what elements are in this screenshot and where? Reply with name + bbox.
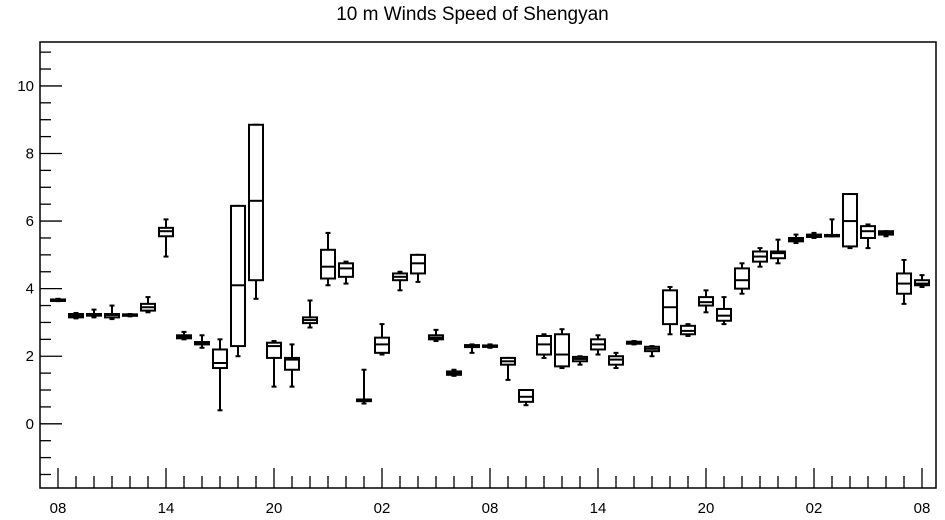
box-item [176, 330, 192, 341]
box-item [500, 356, 516, 381]
box-iqr [284, 356, 300, 371]
x-tick-label: 20 [698, 500, 715, 517]
y-tick-label: 8 [26, 146, 34, 163]
box-item [140, 296, 156, 314]
box-item [212, 338, 228, 412]
box-iqr [248, 123, 264, 282]
box-item [824, 218, 840, 238]
box-item [68, 311, 84, 320]
box-item [122, 312, 138, 318]
box-item [248, 123, 264, 300]
x-tick-label: 08 [914, 500, 931, 517]
box-iqr [770, 250, 786, 260]
box-item [626, 340, 642, 346]
box-item [644, 345, 660, 358]
x-axis: 08 14 20 02 08 14 20 02 08 [50, 468, 931, 517]
box-item [104, 304, 120, 321]
box-item [284, 343, 300, 388]
box-item [410, 253, 426, 283]
box-item [266, 340, 282, 388]
box-iqr [338, 262, 354, 278]
box-item [194, 334, 210, 349]
box-item [878, 230, 894, 238]
box-item [374, 323, 390, 356]
box-item [320, 231, 336, 287]
y-tick-label: 10 [17, 78, 34, 95]
box-item [590, 334, 606, 356]
box-item [464, 343, 480, 354]
box-item [788, 233, 804, 245]
x-tick-label: 14 [590, 500, 607, 517]
box-series [50, 123, 930, 412]
x-tick-label: 02 [374, 500, 391, 517]
box-item [806, 231, 822, 239]
box-item [860, 223, 876, 250]
box-item [842, 193, 858, 250]
box-item [716, 296, 732, 326]
box-item [770, 238, 786, 265]
box-item [50, 297, 66, 303]
y-axis: 0 2 4 6 8 10 [17, 51, 62, 476]
y-tick-label: 2 [26, 348, 34, 365]
box-iqr [320, 248, 336, 280]
box-item [554, 328, 570, 370]
plot-frame [39, 41, 937, 489]
y-tick-label: 4 [26, 281, 34, 298]
box-iqr [230, 204, 246, 348]
box-item [356, 368, 372, 405]
box-item [158, 218, 174, 258]
box-item [230, 204, 246, 358]
box-item [428, 328, 444, 343]
box-item [662, 285, 678, 336]
box-item [338, 260, 354, 285]
box-item [680, 323, 696, 337]
box-item [518, 389, 534, 407]
chart-title: 10 m Winds Speed of Shengyan [336, 4, 609, 25]
box-item [734, 262, 750, 295]
box-item [572, 355, 588, 366]
box-item [608, 351, 624, 370]
box-item [482, 343, 498, 349]
y-tick-label: 0 [26, 416, 34, 433]
x-tick-label: 02 [806, 500, 823, 517]
x-tick-label: 08 [482, 500, 499, 517]
x-tick-label: 20 [266, 500, 283, 517]
box-item [896, 258, 912, 305]
x-tick-label: 14 [158, 500, 175, 517]
box-iqr [266, 341, 282, 359]
box-iqr [734, 267, 750, 290]
box-item [752, 247, 768, 268]
box-item [698, 289, 714, 314]
box-iqr [554, 333, 570, 368]
box-iqr [212, 348, 228, 370]
x-tick-label: 08 [50, 500, 67, 517]
box-item [446, 368, 462, 377]
box-item [536, 333, 552, 359]
box-item [914, 274, 930, 288]
y-tick-label: 6 [26, 213, 34, 230]
box-item [302, 299, 318, 329]
box-item [392, 270, 408, 292]
box-item [86, 308, 102, 319]
